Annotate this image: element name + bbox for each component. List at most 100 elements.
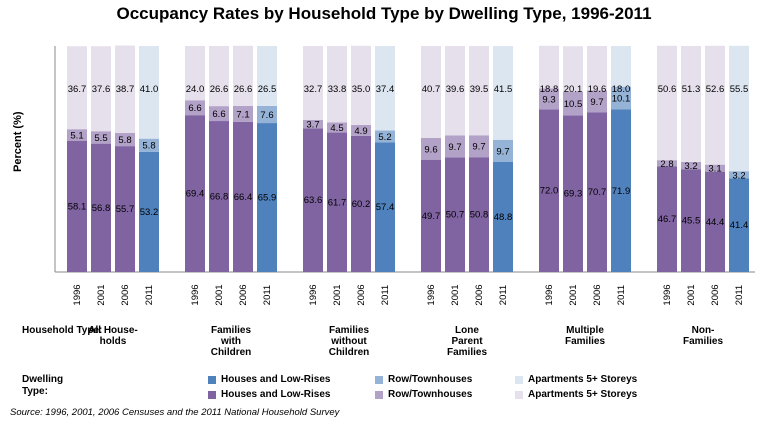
data-label-row: 10.1 bbox=[612, 94, 631, 105]
x-tick-label-year: 1996 bbox=[544, 284, 555, 305]
data-label-row: 3.2 bbox=[684, 161, 697, 172]
x-tick-label-year: 2006 bbox=[710, 284, 721, 305]
data-label-houses: 56.8 bbox=[92, 203, 111, 214]
bar-row-townhouses bbox=[493, 139, 513, 162]
data-label-row: 10.5 bbox=[564, 99, 583, 110]
data-label-row: 5.2 bbox=[378, 132, 391, 143]
data-label-row: 5.8 bbox=[118, 135, 131, 146]
bar-row-townhouses bbox=[681, 161, 701, 170]
bar-apartments-5plus bbox=[209, 46, 229, 107]
data-label-houses: 53.2 bbox=[140, 207, 159, 218]
legend-label: Houses and Low-Rises bbox=[221, 374, 331, 385]
data-label-houses: 66.4 bbox=[234, 192, 253, 203]
bar-houses-low-rises bbox=[421, 159, 441, 272]
bar-row-townhouses bbox=[257, 105, 277, 124]
x-tick-label-year: 2011 bbox=[380, 285, 391, 305]
bar-apartments-5plus bbox=[657, 45, 677, 161]
x-tick-label-year: 2011 bbox=[616, 285, 627, 305]
bar-row-townhouses bbox=[327, 122, 347, 133]
bar-row-townhouses bbox=[657, 160, 677, 167]
data-label-row: 3.1 bbox=[708, 164, 721, 175]
bar-row-townhouses bbox=[375, 130, 395, 143]
bar-apartments-5plus bbox=[115, 45, 135, 134]
bar-apartments-5plus bbox=[729, 45, 749, 172]
bar-row-townhouses bbox=[233, 105, 253, 122]
legend-item: Row/Townhouses bbox=[375, 374, 472, 386]
bar-row-townhouses bbox=[303, 119, 323, 129]
bar-row-townhouses bbox=[539, 88, 559, 110]
data-label-houses: 63.6 bbox=[304, 195, 323, 206]
bar-row-townhouses bbox=[469, 135, 489, 158]
data-label-apartments: 50.6 bbox=[658, 84, 677, 95]
data-label-apartments: 36.7 bbox=[68, 84, 87, 95]
bar-apartments-5plus bbox=[67, 46, 87, 130]
data-label-row: 4.5 bbox=[330, 123, 343, 134]
x-tick-label-year: 2006 bbox=[592, 284, 603, 305]
source-note: Source: 1996, 2001, 2006 Censuses and th… bbox=[10, 407, 340, 418]
x-tick-label-year: 1996 bbox=[308, 284, 319, 305]
bar-row-townhouses bbox=[115, 133, 135, 147]
data-label-apartments: 35.0 bbox=[352, 84, 371, 95]
bar-houses-low-rises bbox=[657, 166, 677, 272]
bar-apartments-5plus bbox=[705, 45, 725, 165]
legend-label: Apartments 5+ Storeys bbox=[528, 389, 638, 400]
dwelling-type-row-label: Dwelling Type: bbox=[22, 374, 64, 397]
bar-houses-low-rises bbox=[115, 146, 135, 272]
x-tick-label-year: 2006 bbox=[356, 284, 367, 305]
data-label-row: 9.7 bbox=[496, 146, 509, 157]
x-tick-label-year: 1996 bbox=[72, 284, 83, 305]
data-label-row: 9.3 bbox=[542, 94, 555, 105]
x-tick-label-year: 2001 bbox=[214, 284, 225, 305]
bar-houses-low-rises bbox=[469, 157, 489, 272]
data-label-apartments: 20.1 bbox=[564, 84, 583, 95]
x-tick-label-year: 2011 bbox=[734, 285, 745, 305]
bar-apartments-5plus bbox=[681, 46, 701, 162]
data-label-houses: 58.1 bbox=[68, 201, 87, 212]
bar-apartments-5plus bbox=[421, 46, 441, 138]
bar-houses-low-rises bbox=[351, 135, 371, 272]
data-label-apartments: 32.7 bbox=[304, 84, 323, 95]
data-label-houses: 48.8 bbox=[494, 212, 513, 223]
data-label-row: 6.6 bbox=[188, 103, 201, 114]
x-tick-label-year: 2011 bbox=[262, 285, 273, 305]
data-label-row: 3.2 bbox=[732, 170, 745, 181]
data-label-row: 4.9 bbox=[354, 126, 367, 137]
data-label-houses: 45.5 bbox=[682, 216, 701, 227]
bar-apartments-5plus bbox=[185, 46, 205, 101]
x-tick-label-year: 2001 bbox=[450, 284, 461, 305]
data-label-houses: 50.8 bbox=[470, 210, 489, 221]
bar-houses-low-rises bbox=[67, 140, 87, 272]
bar-apartments-5plus bbox=[257, 46, 277, 106]
data-label-apartments: 26.6 bbox=[210, 84, 229, 95]
bar-row-townhouses bbox=[67, 129, 87, 141]
data-label-apartments: 37.4 bbox=[376, 84, 395, 95]
bar-houses-low-rises bbox=[185, 115, 205, 272]
data-label-apartments: 51.3 bbox=[682, 84, 701, 95]
bar-row-townhouses bbox=[91, 131, 111, 144]
bar-houses-low-rises bbox=[257, 123, 277, 272]
group-label: Non- Families bbox=[682, 325, 724, 347]
bar-houses-low-rises bbox=[681, 169, 701, 272]
group-label: Families without Children bbox=[328, 325, 370, 358]
data-label-houses: 66.8 bbox=[210, 192, 229, 203]
x-tick-label-year: 2011 bbox=[144, 285, 155, 305]
data-label-apartments: 18.8 bbox=[540, 84, 559, 95]
bar-houses-low-rises bbox=[303, 128, 323, 272]
bar-apartments-5plus bbox=[587, 46, 607, 91]
data-label-row: 7.6 bbox=[260, 110, 273, 121]
data-label-apartments: 40.7 bbox=[422, 84, 441, 95]
bar-houses-low-rises bbox=[445, 157, 465, 272]
data-label-apartments: 26.5 bbox=[258, 84, 277, 95]
bar-apartments-5plus bbox=[539, 45, 559, 89]
legend-swatch bbox=[375, 376, 383, 384]
y-axis-label: Percent (%) bbox=[12, 111, 24, 172]
data-label-apartments: 19.6 bbox=[588, 84, 607, 95]
bar-houses-low-rises bbox=[611, 109, 631, 272]
legend-item: Row/Townhouses bbox=[375, 389, 472, 401]
bar-row-townhouses bbox=[587, 90, 607, 113]
x-tick-label-year: 2001 bbox=[332, 284, 343, 305]
legend-swatch bbox=[375, 391, 383, 399]
data-label-row: 6.6 bbox=[212, 109, 225, 120]
bar-apartments-5plus bbox=[375, 46, 395, 131]
legend-label: Row/Townhouses bbox=[388, 374, 473, 385]
